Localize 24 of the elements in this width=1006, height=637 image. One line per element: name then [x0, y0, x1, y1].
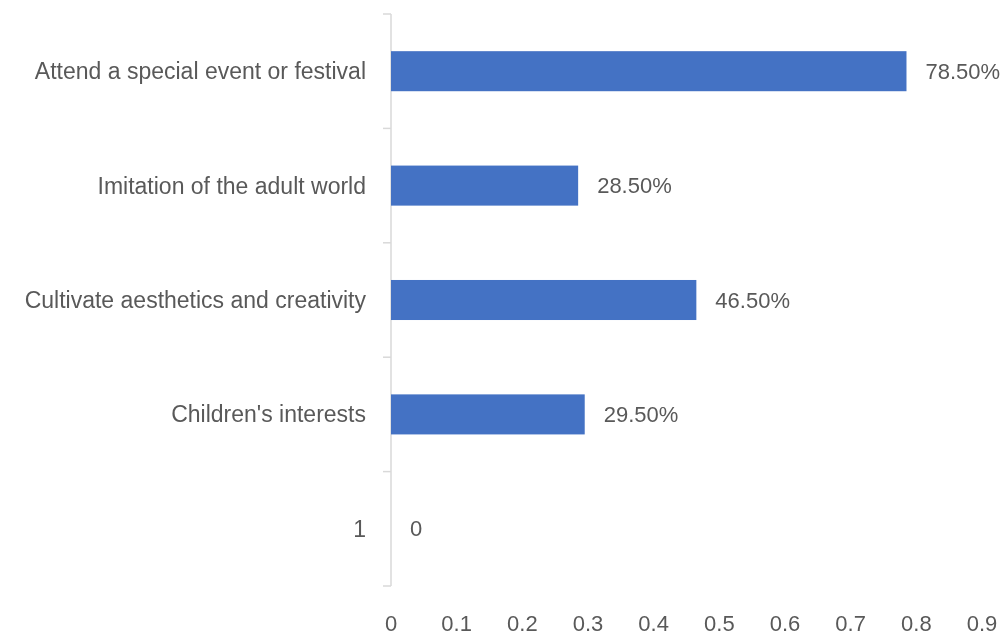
x-tick-label: 0.6: [769, 610, 801, 636]
x-tick-label: 0.3: [572, 610, 604, 636]
data-label: 78.50%: [925, 58, 1001, 84]
y-tick-label: Attend a special event or festival: [34, 58, 366, 85]
y-tick-label: Cultivate aesthetics and creativity: [24, 287, 367, 313]
data-label: 28.50%: [597, 173, 672, 199]
y-tick-label: 1: [353, 515, 366, 542]
data-label: 29.50%: [603, 401, 679, 427]
data-label: 0: [410, 516, 423, 542]
y-tick-label: Imitation of the adult world: [97, 172, 366, 199]
x-tick-label: 0.2: [507, 610, 538, 636]
x-tick-label: 0.4: [638, 610, 669, 636]
bar: [391, 165, 579, 206]
x-tick-label: 0.8: [901, 610, 932, 636]
bar: [391, 51, 907, 92]
x-tick-label: 0.9: [966, 610, 998, 636]
data-label: 46.50%: [715, 287, 790, 313]
y-tick-label: Children's interests: [171, 401, 366, 428]
bar: [391, 394, 585, 435]
bar: [391, 279, 697, 321]
x-tick-label: 0: [384, 610, 398, 636]
x-tick-label: 0.5: [704, 610, 735, 636]
x-tick-label: 0.7: [835, 610, 866, 636]
x-tick-label: 0.1: [441, 610, 472, 636]
